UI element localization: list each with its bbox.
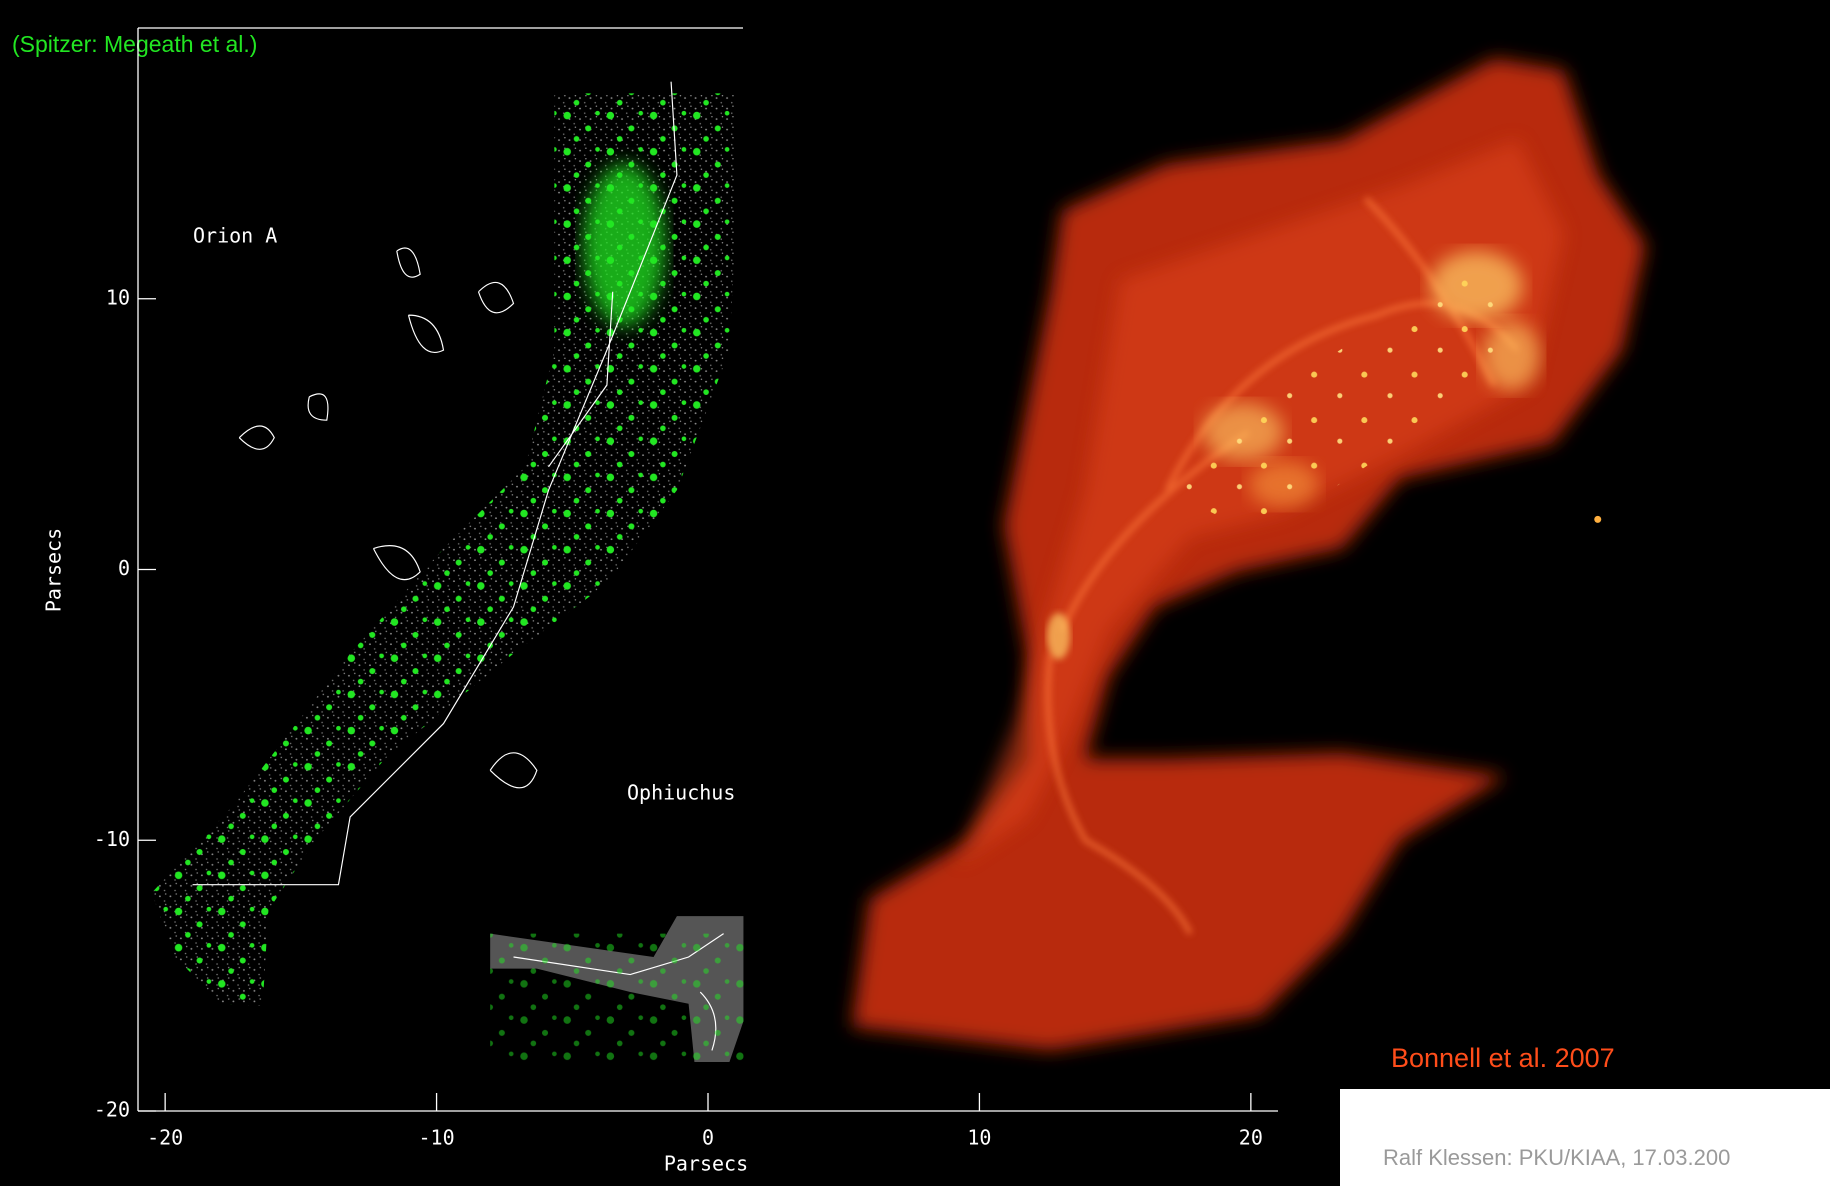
y-axis-label: Parsecs: [42, 528, 66, 612]
x-tick-label: 10: [967, 1126, 991, 1150]
orion-band: [151, 81, 736, 1007]
x-tick-label: 20: [1239, 1126, 1263, 1150]
x-tick-label: -20: [147, 1126, 183, 1150]
x-tick-label: -10: [419, 1126, 455, 1150]
ophiuchus-inset: [490, 916, 744, 1063]
y-tick-label: -10: [94, 827, 130, 851]
x-axis-label: Parsecs: [664, 1152, 748, 1176]
chart-title: (Spitzer: Megeath et al.): [12, 31, 257, 57]
y-tick-label: -20: [94, 1098, 130, 1122]
footer: Ralf Klessen: PKU/KIAA, 17.03.200: [1383, 1145, 1731, 1170]
y-tick-label: 10: [106, 285, 130, 309]
footer-box: Ralf Klessen: PKU/KIAA, 17.03.200: [1340, 1089, 1830, 1186]
y-tick-label: 0: [118, 556, 130, 580]
x-tick-label: 0: [702, 1126, 714, 1150]
simulation-caption: Bonnell et al. 2007: [1391, 1043, 1615, 1073]
annotation: Orion A: [193, 224, 277, 248]
simulation-cloud: [851, 58, 1646, 1051]
annotation: Ophiuchus: [627, 781, 735, 805]
imagery: [151, 58, 1646, 1063]
